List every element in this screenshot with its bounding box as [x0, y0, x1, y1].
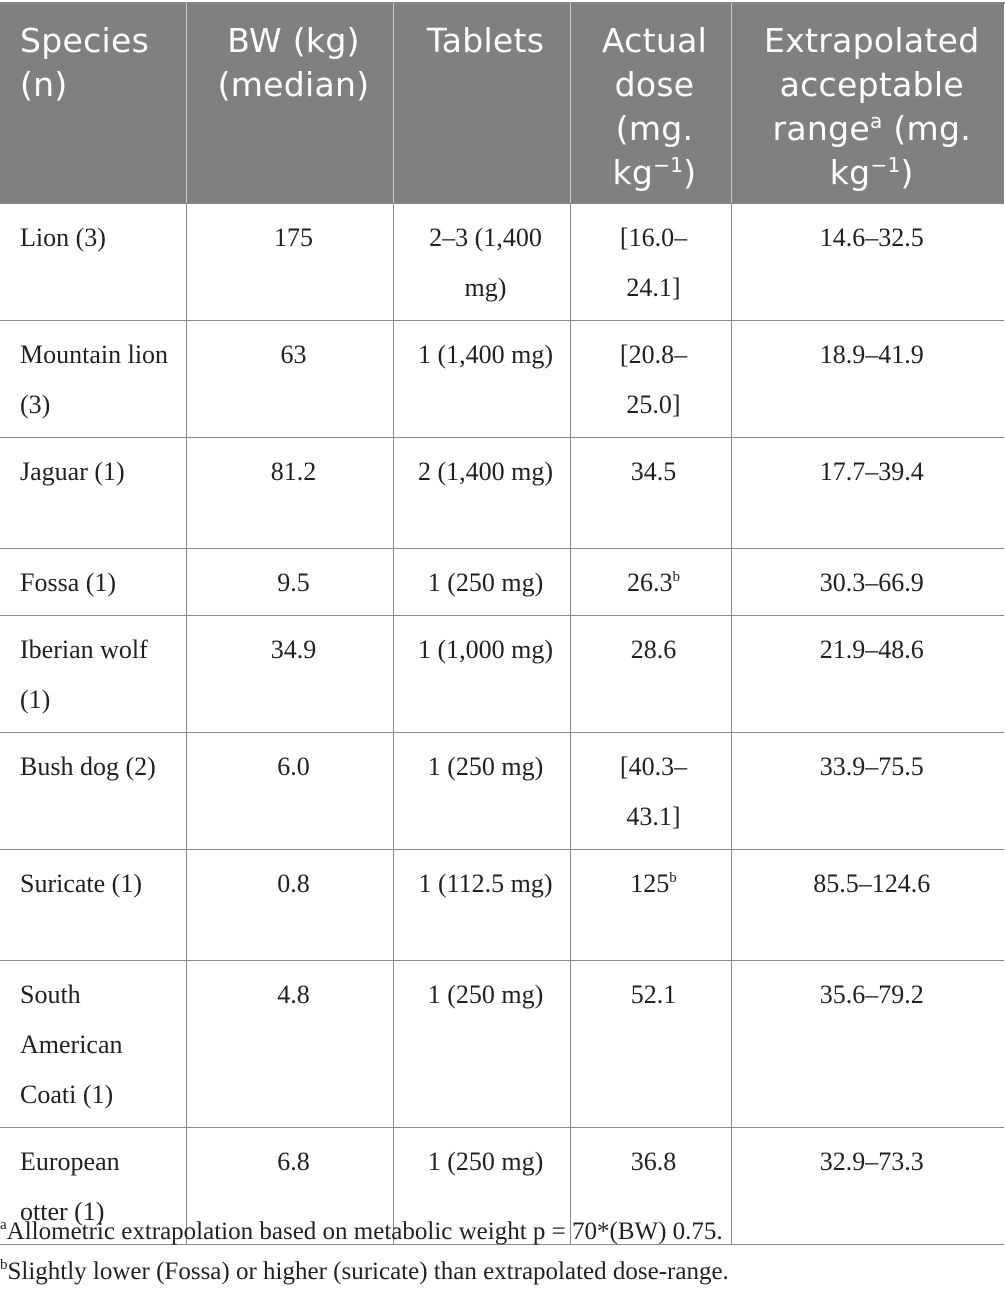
cell-tablets: 2 (1,400 mg)	[393, 437, 571, 549]
table-row: Jaguar (1) 81.2 2 (1,400 mg) 34.5 17.7–39.4	[0, 437, 1004, 549]
header-actual-dose: Actual dose (mg. kg−1)	[570, 3, 732, 204]
table-top-border	[0, 2, 1005, 4]
cell-extrapolated-range: 18.9–41.9	[731, 320, 1004, 438]
cell-actual-dose: 125b	[570, 849, 732, 961]
cell-bw: 4.8	[186, 960, 394, 1128]
cell-tablets: 1 (250 mg)	[393, 548, 571, 616]
cell-bw: 0.8	[186, 849, 394, 961]
table-row: European otter (1) 6.8 1 (250 mg) 36.8 32.9–…	[0, 1127, 1004, 1245]
cell-extrapolated-range: 21.9–48.6	[731, 615, 1004, 733]
table-header-row: Species (n) BW (kg) (median) Tablets Act…	[0, 3, 1004, 204]
cell-bw: 63	[186, 320, 394, 438]
cell-species: Jaguar (1)	[0, 437, 187, 549]
cell-extrapolated-range: 32.9–73.3	[731, 1127, 1004, 1245]
cell-actual-dose: [16.0–24.1]	[570, 203, 732, 321]
footnote-a: aAllometric extrapolation based on metab…	[0, 1217, 723, 1246]
footnote-marker: b	[669, 870, 677, 886]
cell-tablets: 1 (250 mg)	[393, 1127, 571, 1245]
cell-species: Lion (3)	[0, 203, 187, 321]
cell-extrapolated-range: 33.9–75.5	[731, 732, 1004, 850]
header-extrapolated-range: Extrapolated acceptable rangea (mg. kg−1…	[731, 3, 1004, 204]
cell-species: South American Coati (1)	[0, 960, 187, 1128]
table-row: Bush dog (2) 6.0 1 (250 mg) [40.3–43.1] 33.9…	[0, 732, 1004, 850]
footnote-marker: b	[672, 569, 681, 585]
cell-tablets: 1 (250 mg)	[393, 960, 571, 1128]
cell-extrapolated-range: 30.3–66.9	[731, 548, 1004, 616]
cell-tablets: 1 (1,000 mg)	[393, 615, 571, 733]
cell-tablets: 1 (250 mg)	[393, 732, 571, 850]
cell-actual-dose: 28.6	[570, 615, 732, 733]
dosage-table: Species (n) BW (kg) (median) Tablets Act…	[0, 3, 1004, 1245]
cell-extrapolated-range: 14.6–32.5	[731, 203, 1004, 321]
cell-actual-dose: 36.8	[570, 1127, 732, 1245]
table-row: Suricate (1) 0.8 1 (112.5 mg) 125b 85.5–124.…	[0, 849, 1004, 961]
header-species: Species (n)	[0, 3, 187, 204]
table-row: Iberian wolf (1) 34.9 1 (1,000 mg) 28.6 21.9…	[0, 615, 1004, 733]
cell-species: European otter (1)	[0, 1127, 187, 1245]
cell-actual-dose: 26.3b	[570, 548, 732, 616]
footnotes: aAllometric extrapolation based on metab…	[0, 1212, 729, 1292]
table-row: South American Coati (1) 4.8 1 (250 mg) 52.…	[0, 960, 1004, 1128]
cell-bw: 175	[186, 203, 394, 321]
cell-tablets: 2–3 (1,400 mg)	[393, 203, 571, 321]
cell-species: Iberian wolf (1)	[0, 615, 187, 733]
cell-actual-dose: [40.3–43.1]	[570, 732, 732, 850]
cell-tablets: 1 (112.5 mg)	[393, 849, 571, 961]
header-bw: BW (kg) (median)	[186, 3, 394, 204]
cell-species: Mountain lion (3)	[0, 320, 187, 438]
cell-bw: 81.2	[186, 437, 394, 549]
cell-tablets: 1 (1,400 mg)	[393, 320, 571, 438]
footnote-b: bSlightly lower (Fossa) or higher (suric…	[0, 1257, 729, 1286]
cell-bw: 6.8	[186, 1127, 394, 1245]
cell-bw: 9.5	[186, 548, 394, 616]
table-row: Lion (3) 175 2–3 (1,400 mg) [16.0–24.1] 14.6…	[0, 203, 1004, 321]
table-row: Fossa (1) 9.5 1 (250 mg) 26.3b 30.3–66.9	[0, 548, 1004, 616]
cell-extrapolated-range: 85.5–124.6	[731, 849, 1004, 961]
cell-species: Fossa (1)	[0, 548, 187, 616]
cell-species: Bush dog (2)	[0, 732, 187, 850]
cell-bw: 34.9	[186, 615, 394, 733]
cell-bw: 6.0	[186, 732, 394, 850]
header-tablets: Tablets	[393, 3, 571, 204]
cell-extrapolated-range: 35.6–79.2	[731, 960, 1004, 1128]
cell-actual-dose: [20.8–25.0]	[570, 320, 732, 438]
cell-species: Suricate (1)	[0, 849, 187, 961]
cell-actual-dose: 52.1	[570, 960, 732, 1128]
cell-actual-dose: 34.5	[570, 437, 732, 549]
table-row: Mountain lion (3) 63 1 (1,400 mg) [20.8–25.…	[0, 320, 1004, 438]
cell-extrapolated-range: 17.7–39.4	[731, 437, 1004, 549]
